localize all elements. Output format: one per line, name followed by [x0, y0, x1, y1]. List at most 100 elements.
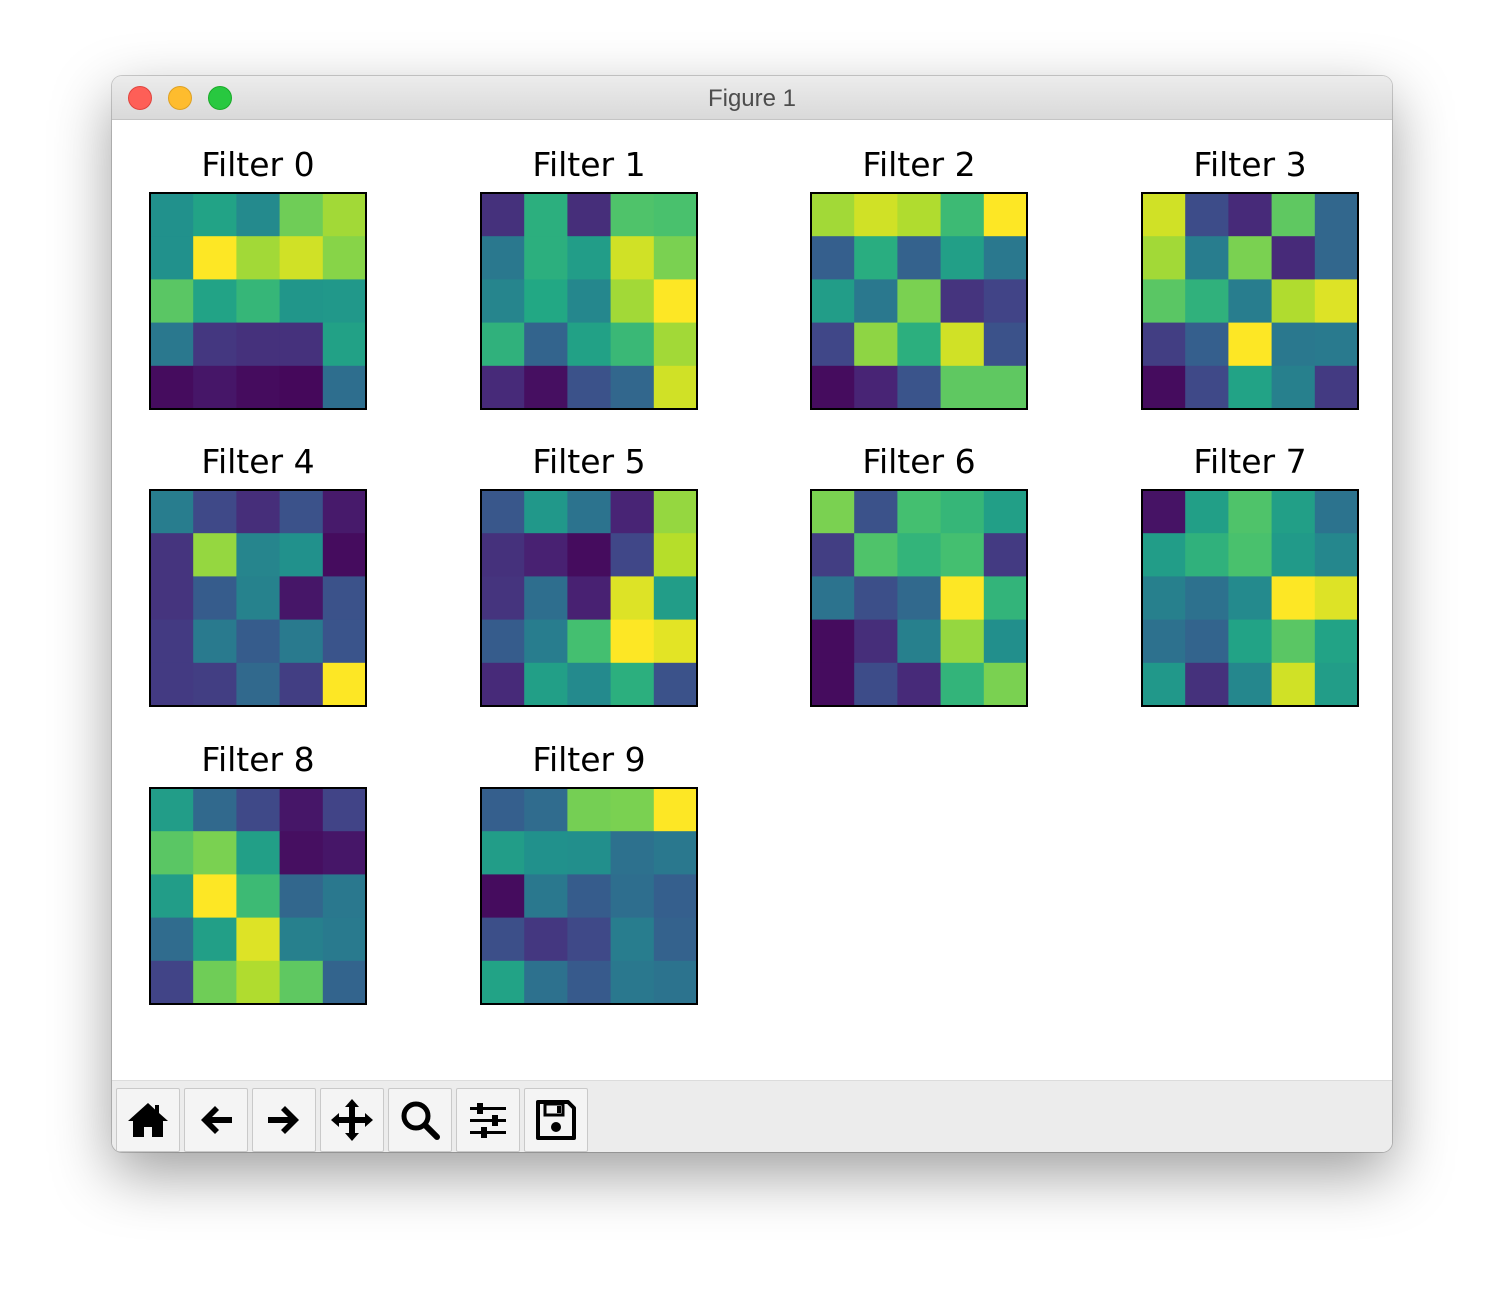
heatmap-cell — [1314, 490, 1359, 534]
minimize-window-button[interactable] — [168, 86, 192, 110]
heatmap-cell — [236, 193, 281, 237]
heatmap-cell — [653, 960, 698, 1005]
heatmap-cell — [481, 279, 525, 324]
heatmap-cell — [653, 490, 698, 534]
heatmap-cell — [193, 279, 237, 324]
title-bar[interactable]: Figure 1 — [112, 76, 1392, 120]
heatmap-cell — [193, 874, 237, 919]
heatmap-cell — [897, 533, 942, 577]
panel-title: Filter 6 — [862, 442, 975, 481]
heatmap-cell — [897, 193, 942, 237]
heatmap-cell — [811, 193, 855, 237]
heatmap-cell — [854, 365, 898, 410]
heatmap-cell — [322, 533, 367, 577]
heatmap-cell — [322, 236, 367, 280]
heatmap-cell — [1228, 193, 1273, 237]
forward-button[interactable] — [252, 1088, 316, 1152]
heatmap-cell — [279, 831, 324, 875]
heatmap-cell — [279, 576, 324, 621]
heatmap-cell — [481, 619, 525, 664]
heatmap-cell — [1142, 322, 1186, 367]
heatmap-cell — [1314, 576, 1359, 621]
heatmap-cell — [653, 322, 698, 367]
heatmap-panel: Filter 6 — [810, 442, 1028, 707]
heatmap-cell — [610, 322, 655, 367]
heatmap-cell — [1185, 193, 1229, 237]
heatmap-cell — [897, 490, 942, 534]
axes-frame — [1141, 192, 1359, 410]
heatmap-cell — [983, 365, 1028, 410]
heatmap-cell — [897, 365, 942, 410]
heatmap-cell — [524, 533, 568, 577]
maximize-window-button[interactable] — [208, 86, 232, 110]
heatmap-cell — [610, 279, 655, 324]
axes-frame — [149, 787, 367, 1005]
heatmap-cell — [481, 490, 525, 534]
figure-canvas[interactable]: Filter 0 Filter 1 Filter 2 Filter 3 Filter 4… — [112, 120, 1392, 1080]
heatmap-cell — [610, 365, 655, 410]
heatmap-cell — [854, 662, 898, 707]
heatmap-cell — [481, 193, 525, 237]
zoom-button[interactable] — [388, 1088, 452, 1152]
heatmap-cell — [610, 788, 655, 832]
axes-frame — [1141, 489, 1359, 707]
heatmap-cell — [524, 279, 568, 324]
panel-title: Filter 9 — [532, 740, 645, 779]
heatmap-cell — [610, 490, 655, 534]
heatmap-cell — [150, 322, 194, 367]
close-window-button[interactable] — [128, 86, 152, 110]
home-icon — [128, 1103, 168, 1137]
arrow-right-icon — [268, 1106, 299, 1134]
heatmap-cell — [854, 533, 898, 577]
heatmap-cell — [193, 365, 237, 410]
heatmap-cell — [236, 490, 281, 534]
heatmap-cell — [567, 831, 612, 875]
pan-button[interactable] — [320, 1088, 384, 1152]
heatmap-cell — [236, 365, 281, 410]
heatmap-cell — [279, 365, 324, 410]
heatmap-cell — [524, 193, 568, 237]
heatmap-cell — [236, 917, 281, 962]
heatmap-cell — [1142, 236, 1186, 280]
panel-title: Filter 0 — [201, 145, 314, 184]
back-button[interactable] — [184, 1088, 248, 1152]
heatmap-cell — [1314, 365, 1359, 410]
heatmap-cell — [193, 788, 237, 832]
heatmap-cell — [322, 322, 367, 367]
heatmap-cell — [279, 960, 324, 1005]
heatmap-cell — [322, 490, 367, 534]
heatmap-cell — [279, 533, 324, 577]
heatmap-cell — [481, 874, 525, 919]
heatmap-panel: Filter 7 — [1141, 442, 1359, 707]
panel-title: Filter 2 — [862, 145, 975, 184]
heatmap-cell — [940, 490, 985, 534]
heatmap-cell — [481, 365, 525, 410]
heatmap-cell — [1314, 533, 1359, 577]
heatmap-cell — [983, 662, 1028, 707]
heatmap-cell — [236, 788, 281, 832]
figure-window: Figure 1 Filter 0 Filter 1 Filter 2 Filter … — [112, 76, 1392, 1152]
heatmap-cell — [322, 831, 367, 875]
heatmap-cell — [1142, 365, 1186, 410]
heatmap-cell — [524, 236, 568, 280]
heatmap-cell — [236, 322, 281, 367]
heatmap-cell — [322, 279, 367, 324]
home-button[interactable] — [116, 1088, 180, 1152]
heatmap-cell — [322, 960, 367, 1005]
heatmap-cell — [1142, 533, 1186, 577]
heatmap-cell — [854, 279, 898, 324]
heatmap-panel: Filter 3 — [1141, 145, 1359, 410]
heatmap-cell — [897, 322, 942, 367]
heatmap-cell — [322, 576, 367, 621]
heatmap-panel: Filter 1 — [480, 145, 698, 410]
heatmap-cell — [1271, 662, 1316, 707]
heatmap-cell — [150, 279, 194, 324]
configure-subplots-button[interactable] — [456, 1088, 520, 1152]
heatmap-cell — [322, 917, 367, 962]
heatmap-cell — [1185, 236, 1229, 280]
save-button[interactable] — [524, 1088, 588, 1152]
heatmap-cell — [279, 490, 324, 534]
heatmap-cell — [1228, 236, 1273, 280]
heatmap-cell — [279, 279, 324, 324]
panel-title: Filter 5 — [532, 442, 645, 481]
